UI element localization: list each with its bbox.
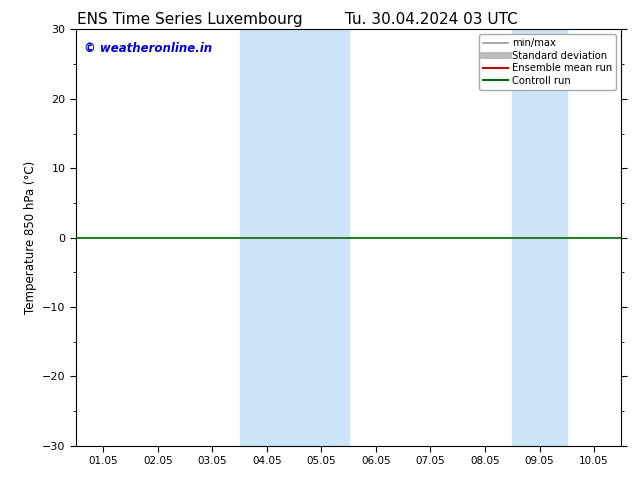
Text: ENS Time Series Luxembourg: ENS Time Series Luxembourg <box>77 12 303 27</box>
Text: Tu. 30.04.2024 03 UTC: Tu. 30.04.2024 03 UTC <box>345 12 517 27</box>
Bar <box>512 29 567 446</box>
Legend: min/max, Standard deviation, Ensemble mean run, Controll run: min/max, Standard deviation, Ensemble me… <box>479 34 616 90</box>
Y-axis label: Temperature 850 hPa (°C): Temperature 850 hPa (°C) <box>23 161 37 314</box>
Text: © weatheronline.in: © weatheronline.in <box>84 42 212 55</box>
Bar <box>240 29 349 446</box>
